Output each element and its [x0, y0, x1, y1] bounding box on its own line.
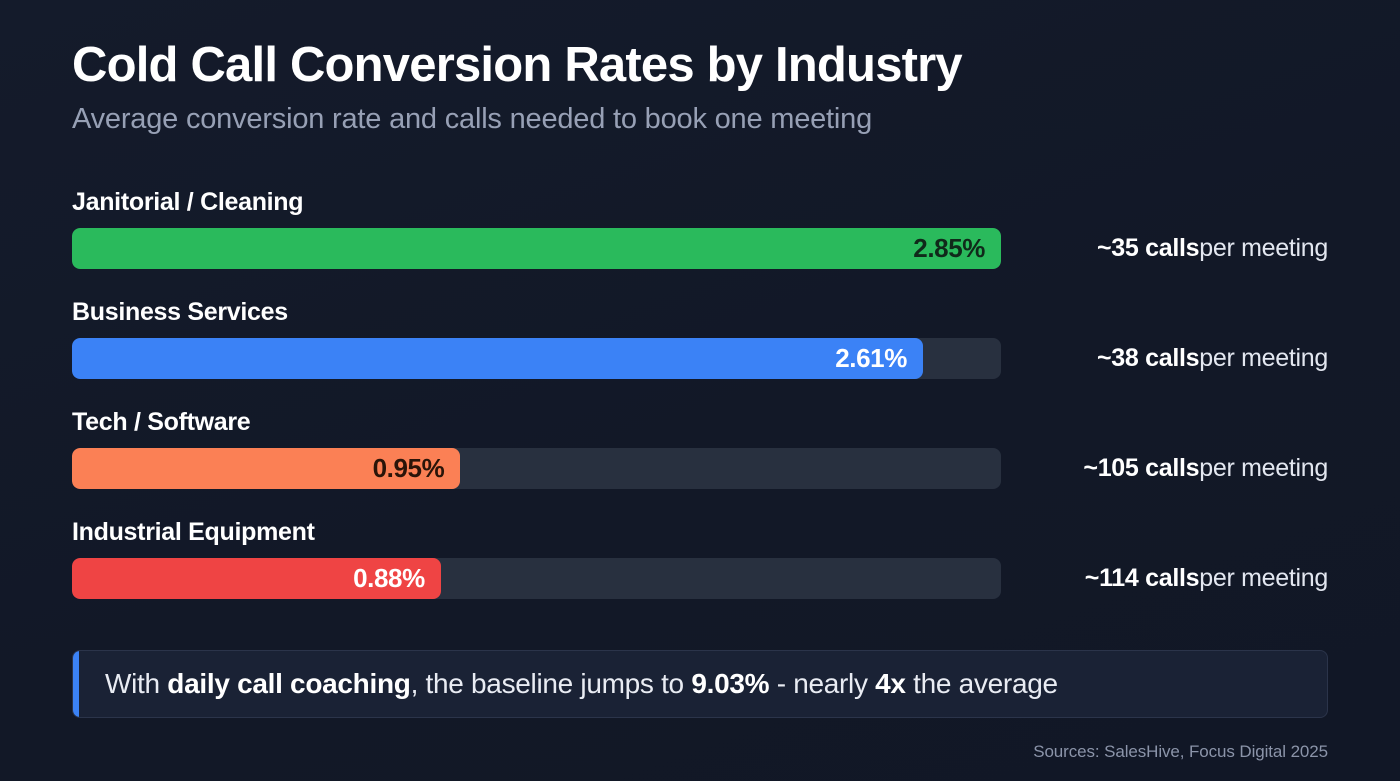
bar-value-industrial-equipment: 0.88%: [353, 563, 425, 593]
bar-annotation-janitorial: ~35 calls per meeting: [1027, 228, 1328, 269]
table-row: Industrial Equipment 0.88% ~114 calls pe…: [72, 520, 1328, 630]
table-row: Tech / Software 0.95% ~105 calls per mee…: [72, 410, 1328, 520]
calls-count-business-services: ~38 calls: [1097, 344, 1200, 372]
sources-footer: Sources: SalesHive, Focus Digital 2025: [1033, 742, 1328, 761]
bar-label-janitorial: Janitorial / Cleaning: [72, 188, 304, 216]
page-subtitle: Average conversion rate and calls needed…: [72, 103, 873, 136]
callout-part-1: With: [105, 668, 168, 699]
bar-label-tech-software: Tech / Software: [72, 408, 251, 436]
table-row: Janitorial / Cleaning 2.85% ~35 calls pe…: [72, 190, 1328, 300]
bar-track-janitorial: 2.85%: [72, 228, 1001, 269]
bar-annotation-tech-software: ~105 calls per meeting: [1027, 448, 1328, 489]
bar-fill-tech-software: 0.95%: [72, 448, 461, 489]
callout-part-4: the average: [905, 668, 1058, 699]
bar-track-industrial-equipment: 0.88%: [72, 558, 1001, 599]
calls-suffix-janitorial: per meeting: [1199, 234, 1328, 262]
page-title: Cold Call Conversion Rates by Industry: [72, 38, 963, 92]
calls-count-tech-software: ~105 calls: [1083, 454, 1200, 482]
table-row: Business Services 2.61% ~38 calls per me…: [72, 300, 1328, 410]
callout-part-3: - nearly: [769, 668, 876, 699]
callout-box: With daily call coaching, the baseline j…: [72, 650, 1328, 718]
bar-annotation-industrial-equipment: ~114 calls per meeting: [1027, 558, 1329, 599]
callout-bold-coaching: daily call coaching: [167, 668, 411, 699]
calls-suffix-tech-software: per meeting: [1199, 454, 1328, 482]
callout-bold-rate: 9.03%: [691, 668, 770, 699]
calls-suffix-industrial-equipment: per meeting: [1199, 564, 1328, 592]
bar-annotation-business-services: ~38 calls per meeting: [1027, 338, 1328, 379]
calls-count-janitorial: ~35 calls: [1097, 234, 1200, 262]
bar-value-tech-software: 0.95%: [372, 453, 445, 483]
callout-accent-bar: [73, 651, 79, 717]
chart-header: Cold Call Conversion Rates by Industry A…: [72, 38, 963, 136]
bar-label-industrial-equipment: Industrial Equipment: [72, 518, 315, 546]
callout-text: With daily call coaching, the baseline j…: [73, 668, 1058, 700]
bar-fill-industrial-equipment: 0.88%: [72, 558, 441, 599]
bar-fill-business-services: 2.61%: [72, 338, 923, 379]
callout-bold-multiple: 4x: [875, 668, 906, 699]
calls-count-industrial-equipment: ~114 calls: [1084, 564, 1200, 592]
bar-fill-janitorial: 2.85%: [72, 228, 1001, 269]
bar-rows: Janitorial / Cleaning 2.85% ~35 calls pe…: [72, 190, 1328, 630]
bar-value-janitorial: 2.85%: [913, 233, 985, 263]
callout-part-2: , the baseline jumps to: [410, 668, 692, 699]
bar-value-business-services: 2.61%: [835, 343, 907, 373]
bar-track-business-services: 2.61%: [72, 338, 1001, 379]
bar-label-business-services: Business Services: [72, 298, 288, 326]
bar-track-tech-software: 0.95%: [72, 448, 1001, 489]
calls-suffix-business-services: per meeting: [1199, 344, 1328, 372]
